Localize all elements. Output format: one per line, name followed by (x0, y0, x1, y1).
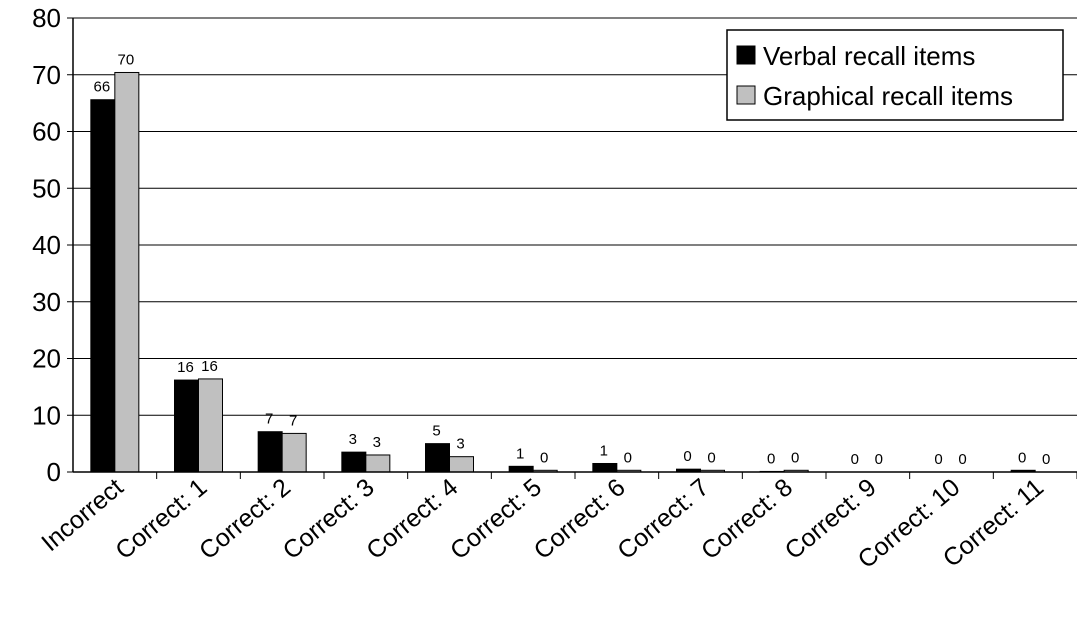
legend-swatch (736, 85, 756, 105)
data-label: 0 (707, 449, 715, 466)
data-label: 7 (265, 411, 273, 428)
legend-box (726, 29, 1064, 121)
y-tick-label: 80 (32, 3, 61, 33)
x-category-label: Correct: 7 (612, 473, 714, 565)
data-label: 70 (117, 51, 134, 68)
bar (257, 431, 283, 473)
data-label: 0 (851, 451, 859, 468)
data-label: 0 (791, 449, 799, 466)
bar (341, 451, 367, 473)
legend-swatch (736, 45, 756, 65)
bar (449, 456, 474, 473)
y-tick-label: 0 (47, 457, 61, 487)
y-tick-label: 50 (32, 173, 61, 203)
bar (198, 378, 223, 473)
data-label: 3 (373, 434, 381, 451)
data-label: 0 (1042, 451, 1050, 468)
data-label: 1 (600, 442, 608, 459)
y-tick-label: 40 (32, 230, 61, 260)
y-axis: 0 10 20 30 40 50 60 70 80 (32, 3, 74, 487)
x-category-label: Correct: 3 (278, 473, 380, 565)
legend: Verbal recall items Graphical recall item… (726, 29, 1064, 121)
data-label: 0 (958, 451, 966, 468)
data-label: 0 (540, 449, 548, 466)
bar (174, 379, 199, 473)
bar (90, 99, 116, 473)
data-label: 0 (767, 450, 775, 467)
x-category-label: Correct: 6 (529, 473, 631, 565)
x-category-label: Correct: 5 (445, 473, 547, 565)
data-label: 3 (349, 431, 357, 448)
data-label: 0 (875, 451, 883, 468)
data-label: 0 (624, 449, 632, 466)
x-category-label: Correct: 4 (361, 473, 463, 565)
data-label: 3 (456, 436, 464, 453)
x-category-label: Correct: 2 (194, 473, 296, 565)
bar (425, 443, 450, 473)
y-tick-label: 70 (32, 60, 61, 90)
bar (281, 432, 307, 473)
data-label: 7 (289, 412, 297, 429)
data-label: 0 (1018, 449, 1026, 466)
x-category-label: Correct: 8 (696, 473, 798, 565)
data-label: 1 (516, 445, 524, 462)
bar (508, 465, 534, 473)
gridlines (73, 17, 1077, 416)
y-tick-label: 30 (32, 287, 61, 317)
legend-label: Graphical recall items (763, 81, 1013, 111)
data-label: 0 (683, 448, 691, 465)
bar (365, 454, 391, 473)
data-label: 16 (177, 359, 194, 376)
x-category-label: Correct: 1 (110, 473, 212, 565)
y-tick-label: 10 (32, 400, 61, 430)
legend-label: Verbal recall items (763, 41, 975, 71)
y-tick-label: 20 (32, 344, 61, 374)
data-label: 0 (934, 451, 942, 468)
data-label: 16 (201, 358, 218, 375)
bar (114, 71, 140, 473)
data-label: 66 (93, 79, 110, 96)
bars (90, 71, 1036, 473)
bar (592, 462, 618, 473)
data-label: 5 (432, 423, 440, 440)
y-tick-label: 60 (32, 117, 61, 147)
